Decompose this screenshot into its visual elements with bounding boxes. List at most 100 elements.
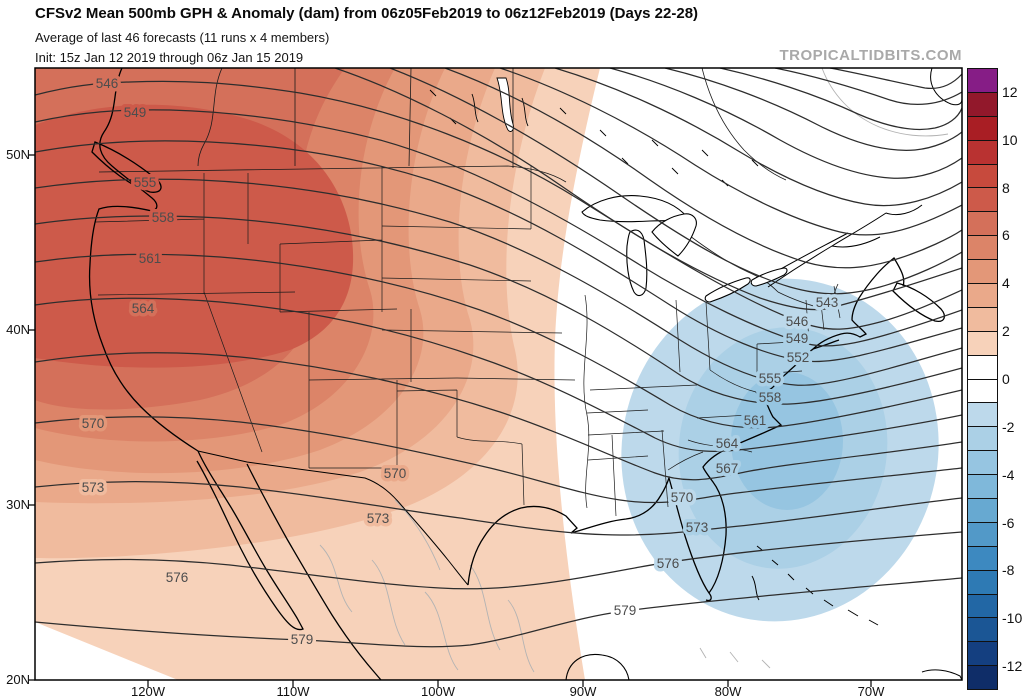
contour-label: 561	[139, 251, 162, 266]
contour-540	[389, 68, 962, 295]
contour-label: 579	[291, 632, 314, 647]
longitude-ticks	[147, 680, 872, 687]
longitude-label-120w: 120W	[131, 684, 165, 699]
contour-567	[35, 352, 962, 481]
colorbar-segment	[968, 545, 997, 570]
colorbar-segments	[967, 68, 998, 690]
contour-579	[35, 577, 962, 648]
contour-534	[499, 68, 962, 236]
contour-555	[35, 178, 962, 386]
projection-corner-mask	[35, 622, 178, 680]
colorbar-segment	[968, 235, 997, 260]
map-frame	[34, 67, 963, 681]
colorbar-tick-label: 2	[1002, 323, 1010, 340]
colorbar-segment	[968, 211, 997, 236]
colorbar-tick-label: 10	[1002, 131, 1018, 148]
colorbar-tick-label: 6	[1002, 227, 1010, 244]
contour-525	[664, 68, 962, 151]
contour-value-labels: 546 549 555 558 561 564 570 573 576 579 …	[78, 73, 842, 651]
latitude-ticks	[28, 154, 35, 681]
colorbar-segment	[968, 426, 997, 451]
contour-label: 549	[786, 331, 809, 346]
contour-label: 546	[96, 76, 119, 91]
bahamas	[751, 545, 879, 626]
colorbar-segment	[968, 330, 997, 355]
contour-528	[609, 68, 962, 179]
contour-519	[774, 68, 962, 105]
contour-558	[35, 215, 962, 405]
colorbar-tick-label: 12	[1002, 83, 1018, 100]
colorbar-segment	[968, 259, 997, 284]
figure-title: CFSv2 Mean 500mb GPH & Anomaly (dam) fro…	[35, 5, 699, 22]
colorbar-segment	[968, 283, 997, 307]
colorbar-segment	[968, 617, 997, 642]
negative-anomaly-shading	[621, 278, 939, 622]
colorbar-segment	[968, 163, 997, 188]
colorbar-tick-label: -6	[1002, 514, 1015, 531]
contour-537	[444, 68, 962, 269]
contour-label: 579	[614, 603, 637, 618]
lake-huron	[651, 213, 697, 257]
contour-label: 549	[124, 105, 147, 120]
contour-label: 570	[671, 490, 694, 505]
contour-573	[35, 481, 962, 536]
baja-california	[196, 450, 304, 631]
contour-label: 570	[384, 466, 407, 481]
longitude-label-80w: 80W	[714, 684, 742, 699]
hispaniola-corner	[921, 669, 962, 680]
contour-label: 567	[716, 461, 739, 476]
colorbar-ticks: 12 10 8 6 4 2 0 -2 -4 -6 -8 -10 -12	[1002, 68, 1024, 690]
colorbar-segment	[968, 354, 997, 379]
contour-564	[35, 297, 962, 452]
lake-ontario	[750, 267, 788, 287]
nova-scotia	[892, 282, 946, 322]
contour-label: 573	[367, 511, 390, 526]
colorbar-segment	[968, 91, 997, 116]
latitude-label-50n: 50N	[6, 147, 30, 162]
colorbar-segment	[968, 187, 997, 212]
contour-label: 555	[134, 175, 157, 190]
colorbar-tick-label: -4	[1002, 466, 1015, 483]
latitude-label-40n: 40N	[6, 322, 30, 337]
contour-546	[35, 80, 962, 330]
colorbar-segment	[968, 115, 997, 140]
height-contours	[35, 68, 962, 648]
colorbar-tick-label: 0	[1002, 371, 1010, 387]
colorbar-tick-label: -8	[1002, 562, 1015, 579]
vancouver-island	[91, 141, 162, 193]
contour-label: 573	[82, 480, 105, 495]
longitude-label-100w: 100W	[421, 684, 455, 699]
init-time-label: Init: 15z Jan 12 2019 through 06z Jan 15…	[35, 50, 304, 65]
lake-erie	[704, 277, 751, 303]
colorbar-tick-label: 4	[1002, 275, 1010, 292]
colorbar-segment	[968, 665, 997, 690]
colorbar-segment	[968, 521, 997, 546]
contour-label: 564	[132, 301, 155, 316]
colorbar-tick-label: -2	[1002, 418, 1015, 435]
contour-label: 576	[657, 556, 680, 571]
colorbar-segment	[968, 593, 997, 618]
colorbar-segment	[968, 69, 997, 92]
contour-label: 561	[744, 413, 767, 428]
st-lawrence	[759, 204, 923, 288]
yucatan	[565, 653, 630, 680]
contour-522	[719, 68, 962, 131]
contour-552	[35, 140, 962, 363]
colorbar-tick-label: -10	[1002, 610, 1023, 627]
colorbar-tick-label: 8	[1002, 179, 1010, 196]
contour-label: 576	[166, 570, 189, 585]
contour-label: 546	[786, 314, 809, 329]
colorbar-segment	[968, 474, 997, 499]
colorbar-segment	[968, 498, 997, 522]
contour-label: 558	[152, 210, 175, 225]
colorbar-segment	[968, 450, 997, 475]
international-border-mexico	[197, 450, 469, 586]
pacific-coast	[88, 68, 199, 452]
contour-531	[554, 68, 962, 207]
latitude-label-30n: 30N	[6, 497, 30, 512]
contour-570	[35, 416, 962, 504]
coastlines	[88, 68, 962, 680]
mexico-mainland-coast	[246, 463, 382, 680]
contour-label: 543	[816, 295, 839, 310]
